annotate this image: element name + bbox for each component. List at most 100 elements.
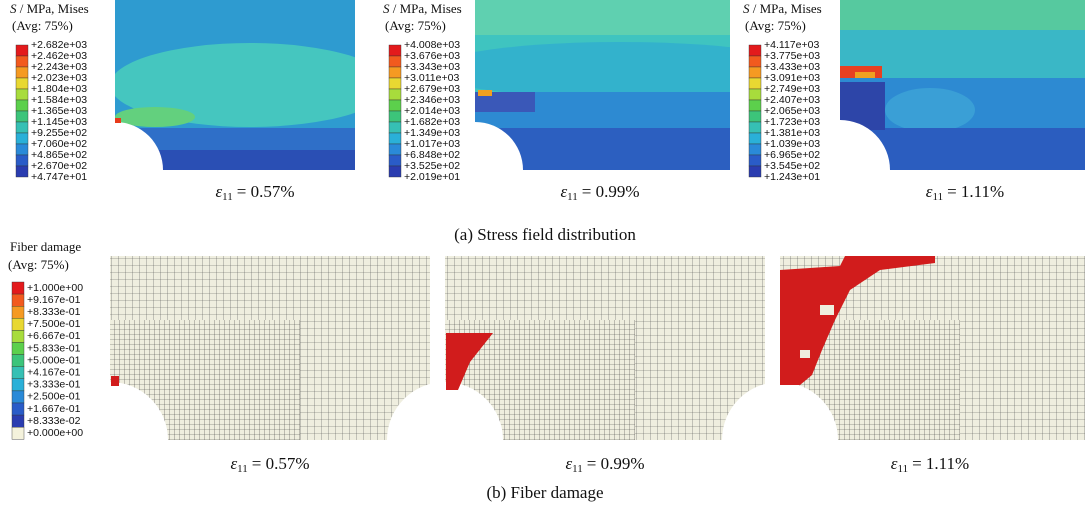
- legend-title-text: / MPa, Mises: [390, 1, 462, 16]
- legend-swatch: [388, 110, 402, 123]
- strain-symbol: ε: [891, 454, 898, 473]
- legend-swatch: [748, 154, 762, 167]
- legend-title-symbol: S: [10, 1, 17, 16]
- strain-subscript: 11: [897, 463, 908, 475]
- legend-label: +2.679e+03: [404, 83, 460, 95]
- legend-label: +3.545e+02: [764, 160, 820, 172]
- legend-swatch: [15, 154, 29, 167]
- legend-swatch: [388, 154, 402, 167]
- legend-swatch: [15, 99, 29, 112]
- mesh: [52, 256, 430, 498]
- legend-label: +2.019e+01: [404, 171, 460, 183]
- legend-swatch: [15, 132, 29, 145]
- legend-title: Fiber damage: [10, 239, 81, 254]
- legend-swatch: [11, 330, 25, 343]
- legend-label: +7.500e-01: [27, 318, 81, 330]
- legend-label: +8.333e-02: [27, 415, 81, 427]
- legend-swatch: [748, 55, 762, 68]
- legend-swatch: [748, 66, 762, 79]
- legend-title-text: / MPa, Mises: [750, 1, 822, 16]
- legend-label: +7.060e+02: [31, 138, 87, 150]
- legend-label: +3.676e+03: [404, 50, 460, 62]
- legend-swatch: [11, 342, 25, 355]
- legend-label: +2.014e+03: [404, 105, 460, 117]
- legend-label: +1.000e+00: [27, 282, 83, 294]
- legend-swatch: [11, 293, 25, 307]
- legend-label: +3.775e+03: [764, 50, 820, 62]
- legend-label: +5.000e-01: [27, 354, 81, 366]
- legend-swatch: [15, 143, 29, 156]
- legend-swatch: [388, 121, 402, 134]
- legend-swatch: [388, 66, 402, 79]
- legend-swatch: [11, 354, 25, 367]
- legend-label: +2.500e-01: [27, 391, 81, 403]
- legend-label: +2.670e+02: [31, 160, 87, 172]
- legend-label: +6.848e+02: [404, 149, 460, 161]
- legend-swatch: [15, 66, 29, 79]
- strain-value: = 0.57%: [237, 182, 295, 201]
- strain-label: ε11 = 1.11%: [891, 454, 969, 475]
- caption: (a) Stress field distribution: [454, 225, 636, 244]
- legend-label: +1.243e+01: [764, 171, 820, 183]
- legend-swatch: [15, 44, 29, 57]
- strain-label: ε11 = 0.57%: [215, 182, 294, 203]
- legend-label: +1.381e+03: [764, 127, 820, 139]
- legend-label: +4.747e+01: [31, 171, 87, 183]
- legend-avg: (Avg: 75%): [12, 18, 73, 33]
- strain-symbol: ε: [230, 454, 237, 473]
- legend-title-symbol: S: [743, 1, 750, 16]
- legend-swatch: [748, 88, 762, 101]
- legend-swatch: [388, 165, 402, 178]
- strain-subscript: 11: [932, 191, 943, 203]
- legend-title: S / MPa, Mises: [10, 1, 89, 16]
- legend-label: +4.167e-01: [27, 367, 81, 379]
- strain-label: ε11 = 0.99%: [560, 182, 639, 203]
- strain-symbol: ε: [560, 182, 567, 201]
- legend-swatch: [748, 110, 762, 123]
- legend-swatch: [11, 402, 25, 416]
- legend-swatch: [11, 281, 25, 295]
- legend-label: +1.039e+03: [764, 138, 820, 150]
- legend-label: +2.023e+03: [31, 72, 87, 84]
- legend-swatch: [11, 306, 25, 319]
- legend-label: +1.145e+03: [31, 116, 87, 128]
- legend-swatch: [388, 132, 402, 145]
- legend-label: +3.011e+03: [404, 72, 459, 84]
- legend-label: +2.462e+03: [31, 50, 87, 62]
- legend-title: S / MPa, Mises: [743, 1, 822, 16]
- strain-value: = 0.57%: [252, 454, 310, 473]
- strain-label: ε11 = 0.57%: [230, 454, 309, 475]
- legend-label: +4.008e+03: [404, 39, 460, 51]
- strain-symbol: ε: [565, 454, 572, 473]
- legend-label: +3.343e+03: [404, 61, 460, 73]
- strain-label: ε11 = 0.99%: [565, 454, 644, 475]
- legend-label: +2.749e+03: [764, 83, 820, 95]
- legend-swatch: [11, 414, 25, 428]
- strain-symbol: ε: [215, 182, 222, 201]
- legend-label: +1.804e+03: [31, 83, 87, 95]
- legend-title-symbol: S: [383, 1, 390, 16]
- legend-label: +5.833e-01: [27, 342, 81, 354]
- legend-swatch: [388, 88, 402, 101]
- legend-label: +1.723e+03: [764, 116, 820, 128]
- legend-title: S / MPa, Mises: [383, 1, 462, 16]
- legend-swatch: [15, 55, 29, 68]
- legend-label: +6.965e+02: [764, 149, 820, 161]
- legend-label: +1.667e-01: [27, 403, 81, 415]
- legend-swatch: [748, 44, 762, 57]
- legend-swatch: [748, 99, 762, 112]
- legend-swatch: [748, 132, 762, 145]
- legend-swatch: [388, 77, 402, 90]
- legend-swatch: [11, 390, 25, 404]
- legend-label: +1.365e+03: [31, 105, 87, 117]
- strain-value: = 0.99%: [582, 182, 640, 201]
- legend-label: +3.433e+03: [764, 61, 820, 73]
- legend-swatch: [388, 143, 402, 156]
- legend-label: +2.065e+03: [764, 105, 820, 117]
- legend-avg: (Avg: 75%): [745, 18, 806, 33]
- legend-label: +1.349e+03: [404, 127, 460, 139]
- legend-swatch: [15, 77, 29, 90]
- legend-label: +9.167e-01: [27, 294, 81, 306]
- legend-swatch: [15, 165, 29, 178]
